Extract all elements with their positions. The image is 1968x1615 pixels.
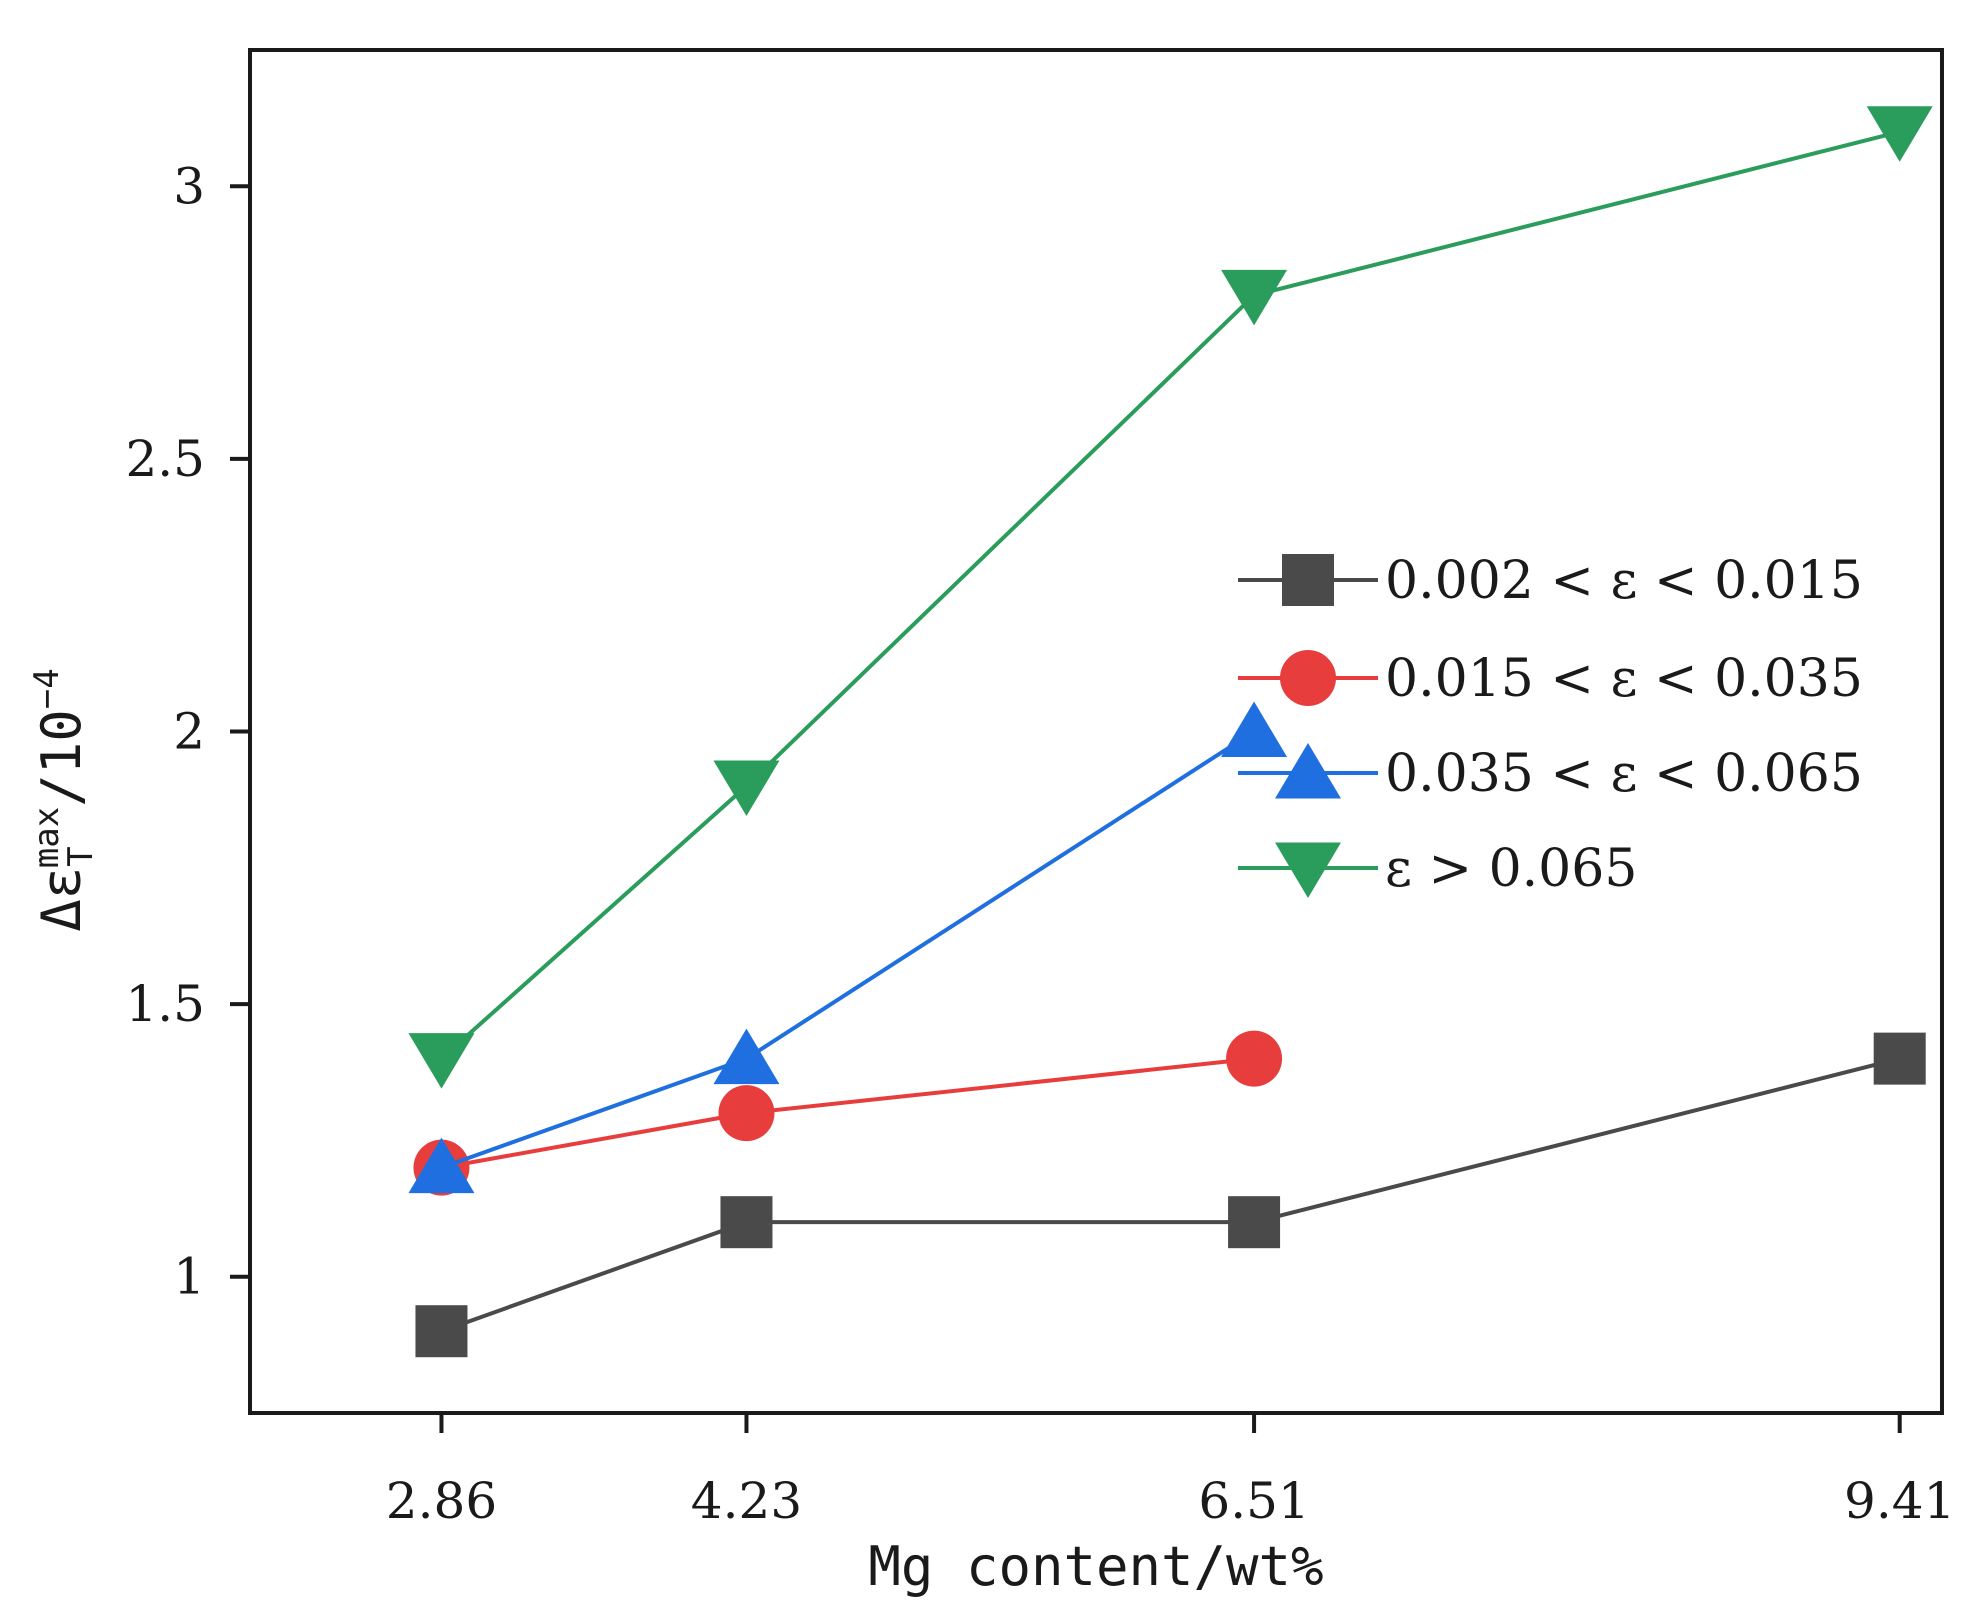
y-label-superscript: max <box>27 807 67 868</box>
x-axis-title: Mg content/wt% <box>868 1535 1323 1598</box>
y-axis: 1 1.5 2 2.5 3 <box>125 157 250 1306</box>
y-tick-label: 2.5 <box>125 430 205 488</box>
data-point <box>1866 106 1933 162</box>
series-layer <box>408 106 1933 1358</box>
data-point <box>1873 1032 1926 1085</box>
x-tick-label: 6.51 <box>1198 1472 1309 1530</box>
legend-label: 0.035 < ε < 0.065 <box>1385 744 1863 804</box>
series-4 <box>408 106 1933 1089</box>
svg-text:ΔεTmax/10−4: ΔεTmax/10−4 <box>27 668 101 931</box>
x-tick-label: 9.41 <box>1844 1472 1955 1530</box>
data-point <box>718 1085 775 1142</box>
legend-label: ε > 0.065 <box>1385 839 1637 899</box>
x-tick-label: 4.23 <box>691 1472 802 1530</box>
legend-label: 0.002 < ε < 0.015 <box>1385 551 1863 611</box>
data-point <box>1226 1030 1283 1087</box>
plot-frame <box>248 48 1944 1415</box>
y-axis-title: ΔεTmax/10−4 <box>27 668 101 931</box>
legend-item: 0.002 < ε < 0.015 <box>1238 551 1863 611</box>
y-label-unit-exponent: −4 <box>27 668 67 709</box>
y-tick-label: 2 <box>173 703 205 761</box>
data-point <box>713 1028 780 1085</box>
y-tick-label: 1 <box>173 1248 205 1306</box>
data-point <box>408 1137 475 1194</box>
legend-marker <box>1275 842 1341 898</box>
data-point <box>1221 269 1288 326</box>
series-3 <box>408 701 1288 1194</box>
data-point <box>415 1305 468 1358</box>
legend-item: ε > 0.065 <box>1238 839 1637 899</box>
legend-marker <box>1282 554 1334 606</box>
series-line <box>441 1056 1255 1170</box>
data-point <box>713 760 780 817</box>
series-line <box>440 129 1901 1061</box>
series-2 <box>413 1030 1283 1196</box>
y-label-subscript: T <box>61 846 101 866</box>
y-tick-label: 3 <box>173 157 205 215</box>
legend: 0.002 < ε < 0.015 0.015 < ε < 0.035 0.035 … <box>1238 551 1863 899</box>
legend-label: 0.015 < ε < 0.035 <box>1385 649 1863 709</box>
y-tick-label: 1.5 <box>125 975 205 1033</box>
data-point <box>720 1196 773 1249</box>
legend-marker <box>1280 650 1336 706</box>
legend-item: 0.015 < ε < 0.035 <box>1238 649 1863 709</box>
y-label-base: Δε <box>30 867 93 932</box>
legend-marker <box>1275 743 1341 799</box>
legend-item: 0.035 < ε < 0.065 <box>1238 743 1863 804</box>
data-point <box>1228 1196 1281 1249</box>
x-tick-label: 2.86 <box>386 1472 497 1530</box>
series-line <box>440 1056 1901 1334</box>
data-point <box>1221 701 1288 757</box>
x-axis: 2.86 4.23 6.51 9.41 <box>386 1413 1955 1530</box>
series-1 <box>415 1032 1926 1358</box>
y-label-unit: /10 <box>30 709 93 807</box>
data-point <box>408 1033 475 1089</box>
